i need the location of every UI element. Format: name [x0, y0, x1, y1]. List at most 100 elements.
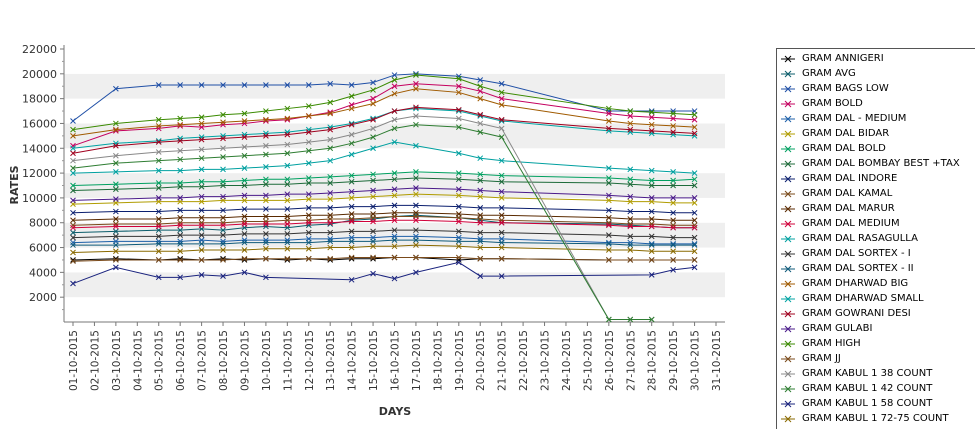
data-point	[691, 264, 698, 271]
data-point	[177, 156, 184, 163]
x-tick-label: 10-10-2015	[261, 330, 273, 391]
data-point	[177, 137, 184, 144]
x-tick-label: 17-10-2015	[411, 330, 423, 391]
data-point	[241, 221, 248, 227]
y-tick-label: 8000	[29, 217, 57, 230]
data-point	[263, 164, 269, 170]
data-point	[413, 168, 419, 175]
series-20	[70, 254, 698, 265]
data-point	[648, 257, 655, 263]
data-point	[305, 129, 312, 135]
legend-item: GRAM DAL RASAGULLA	[777, 232, 975, 247]
data-point	[198, 271, 205, 278]
data-point	[70, 242, 76, 248]
data-point	[241, 255, 248, 262]
data-point	[284, 131, 291, 138]
data-point	[627, 316, 634, 323]
data-point	[455, 203, 462, 210]
x-tick-label: 12-10-2015	[304, 330, 316, 391]
data-point	[413, 104, 419, 111]
data-point	[284, 239, 291, 246]
data-point	[691, 130, 698, 137]
data-point	[241, 118, 248, 124]
data-point	[498, 172, 505, 179]
data-point	[113, 264, 119, 271]
data-point	[648, 223, 655, 230]
x-tick-label: 03-10-2015	[111, 330, 123, 391]
data-point	[691, 257, 698, 263]
data-point	[220, 232, 226, 238]
data-point	[284, 162, 291, 169]
data-point	[177, 240, 184, 247]
data-point	[155, 125, 162, 132]
data-point	[627, 242, 634, 248]
legend-marker-icon	[781, 205, 795, 213]
data-point	[648, 271, 655, 278]
data-point	[477, 187, 484, 194]
data-point	[691, 242, 698, 248]
data-point	[284, 245, 291, 252]
data-point	[605, 207, 612, 214]
data-point	[348, 140, 355, 147]
x-tick-label: 25-10-2015	[582, 330, 594, 391]
data-point	[198, 207, 205, 214]
legend-marker-icon	[781, 340, 795, 348]
x-tick-label: 08-10-2015	[218, 330, 230, 391]
data-point	[370, 145, 376, 152]
legend-label: GRAM DHARWAD BIG	[802, 278, 909, 289]
data-point	[305, 82, 312, 88]
data-point	[670, 123, 676, 129]
data-point	[670, 131, 676, 138]
legend-item: GRAM KABUL 1 72-75 COUNT	[777, 412, 975, 427]
data-point	[70, 165, 76, 171]
data-point	[691, 182, 698, 189]
data-point	[477, 219, 484, 226]
data-point	[413, 105, 419, 112]
data-point	[177, 222, 184, 229]
series-12	[70, 139, 698, 176]
legend-marker-icon	[781, 355, 795, 363]
data-point	[391, 275, 398, 282]
legend-marker-icon	[781, 85, 795, 93]
x-tick-label: 23-10-2015	[540, 330, 552, 391]
x-tick-label: 26-10-2015	[604, 330, 616, 391]
data-point	[413, 269, 419, 276]
data-point	[220, 257, 226, 263]
plot-background	[64, 49, 725, 322]
data-point	[348, 172, 355, 179]
data-point	[113, 228, 119, 235]
data-point	[113, 181, 119, 188]
data-point	[327, 173, 334, 180]
data-point	[284, 213, 291, 220]
data-point	[155, 167, 162, 174]
data-point	[455, 254, 462, 261]
data-point	[370, 238, 376, 245]
data-point	[327, 145, 334, 152]
data-point	[263, 218, 269, 225]
x-tick-label: 01-10-2015	[68, 330, 80, 391]
data-point	[605, 128, 612, 134]
data-point	[263, 255, 269, 262]
x-axis: 01-10-2015 02-10-2015 03-10-2015 04-10-2015…	[64, 321, 725, 391]
data-point	[177, 248, 184, 255]
data-point	[455, 259, 462, 266]
data-point	[263, 130, 269, 137]
data-point	[455, 186, 462, 193]
legend-label: GRAM BAGS LOW	[802, 83, 889, 94]
data-point	[370, 177, 376, 184]
data-point	[220, 154, 226, 160]
data-point	[155, 257, 162, 263]
data-point	[198, 134, 205, 140]
data-point	[177, 135, 184, 142]
data-point	[263, 274, 269, 281]
legend-label: GRAM KABUL 1 38 COUNT	[802, 368, 933, 379]
data-point	[648, 128, 655, 134]
data-point	[155, 248, 162, 255]
data-point	[670, 108, 676, 114]
series-10	[70, 209, 698, 224]
legend: GRAM ANNIGERI GRAM AVG GRAM BAGS LOW GRAM B…	[776, 48, 975, 429]
data-point	[263, 82, 269, 88]
data-point	[327, 190, 334, 196]
data-point	[220, 111, 226, 118]
data-point	[455, 124, 462, 131]
